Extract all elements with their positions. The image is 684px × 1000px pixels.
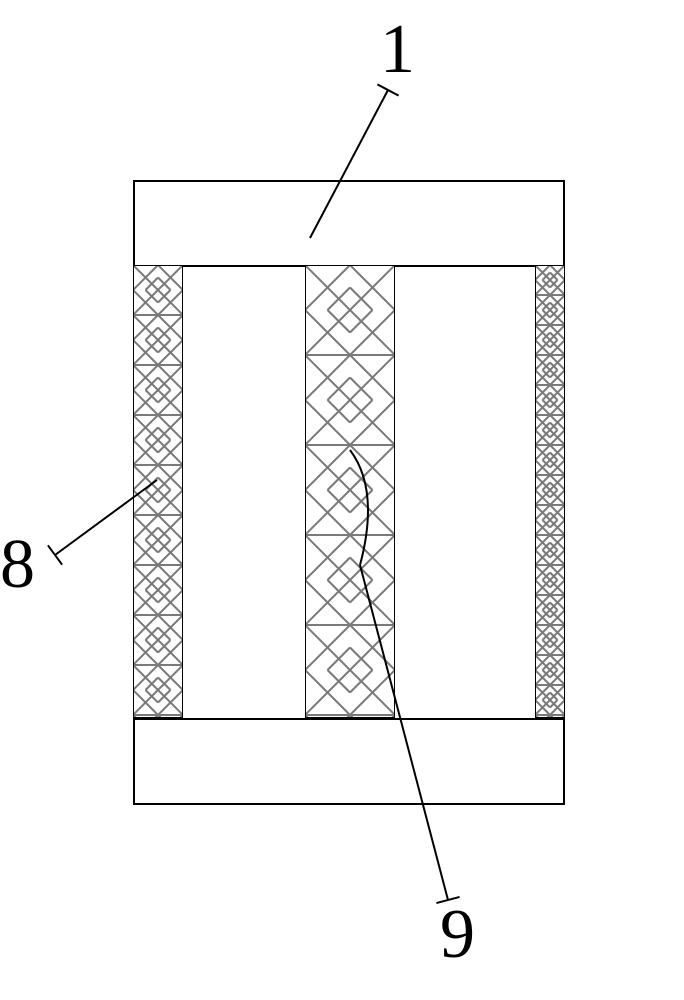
- diagram-canvas: 1 8 9: [0, 0, 684, 1000]
- leader-lines: [0, 0, 684, 1000]
